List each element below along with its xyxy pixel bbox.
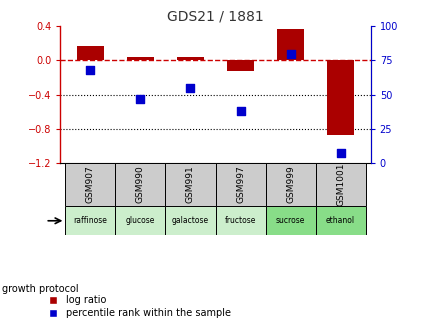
- Text: GSM991: GSM991: [185, 166, 194, 203]
- Text: ethanol: ethanol: [326, 216, 354, 225]
- Bar: [265, 206, 315, 235]
- Bar: [165, 163, 215, 206]
- Point: [187, 85, 194, 90]
- Text: sucrose: sucrose: [275, 216, 304, 225]
- Bar: [176, 57, 204, 60]
- Bar: [315, 206, 365, 235]
- Point: [137, 96, 144, 101]
- Text: GSM907: GSM907: [86, 166, 95, 203]
- Bar: [215, 163, 265, 206]
- Text: fructose: fructose: [224, 216, 255, 225]
- Point: [87, 67, 94, 73]
- Bar: [77, 46, 104, 60]
- Point: [237, 109, 243, 114]
- Bar: [215, 206, 265, 235]
- Bar: [326, 60, 353, 135]
- Bar: [65, 163, 115, 206]
- Bar: [115, 163, 165, 206]
- Bar: [315, 163, 365, 206]
- Text: raffinose: raffinose: [73, 216, 107, 225]
- Legend: log ratio, percentile rank within the sample: log ratio, percentile rank within the sa…: [39, 291, 234, 322]
- Text: GSM997: GSM997: [236, 166, 245, 203]
- Bar: [165, 206, 215, 235]
- Text: GSM1001: GSM1001: [335, 163, 344, 206]
- Bar: [115, 206, 165, 235]
- Text: GSM990: GSM990: [135, 166, 144, 203]
- Text: growth protocol: growth protocol: [2, 284, 79, 294]
- Bar: [265, 163, 315, 206]
- Point: [286, 51, 293, 56]
- Text: glucose: glucose: [126, 216, 155, 225]
- Bar: [65, 206, 115, 235]
- Point: [336, 151, 343, 156]
- Bar: [126, 57, 154, 60]
- Text: GSM999: GSM999: [286, 166, 295, 203]
- Text: galactose: galactose: [172, 216, 209, 225]
- Bar: [276, 29, 304, 60]
- Title: GDS21 / 1881: GDS21 / 1881: [167, 9, 263, 24]
- Bar: [226, 60, 254, 71]
